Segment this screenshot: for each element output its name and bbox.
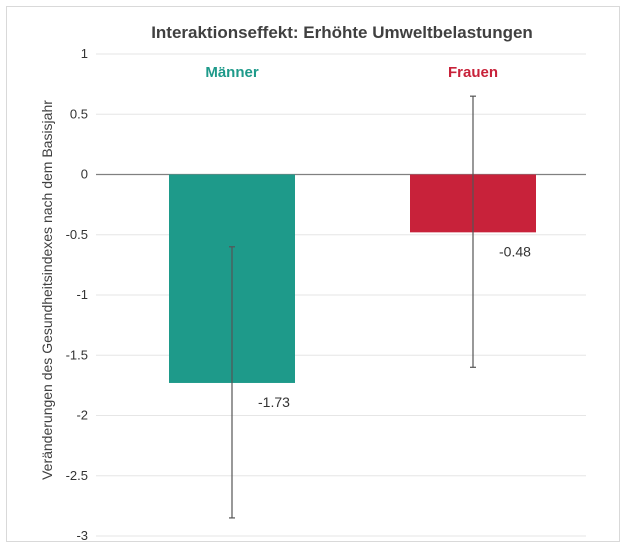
category-label: Frauen	[448, 64, 498, 81]
chart-frame	[6, 6, 620, 542]
y-tick-label: -2	[76, 408, 88, 423]
y-tick-label: 0.5	[70, 106, 88, 121]
y-tick-label: -1.5	[66, 347, 88, 362]
data-label: -1.73	[258, 394, 290, 410]
category-label: Männer	[205, 64, 259, 81]
chart-title: Interaktionseffekt: Erhöhte Umweltbelast…	[151, 23, 533, 42]
data-label: -0.48	[499, 243, 531, 259]
label-layer: 1 0.5 0 -0.5 -1 -1.5 -2 -2.5 -3 -1.73 Männer -0.48 F…	[66, 46, 532, 543]
y-tick-label: 1	[81, 46, 88, 61]
y-tick-label: -1	[76, 287, 88, 302]
y-tick-label: -0.5	[66, 227, 88, 242]
bar-layer	[169, 174, 536, 383]
y-axis-label: Veränderungen des Gesundheitsindexes nac…	[39, 100, 55, 480]
y-tick-label: -2.5	[66, 468, 88, 483]
y-tick-label: 0	[81, 167, 88, 182]
y-tick-label: -3	[76, 528, 88, 543]
error-bar-layer	[229, 95, 476, 519]
